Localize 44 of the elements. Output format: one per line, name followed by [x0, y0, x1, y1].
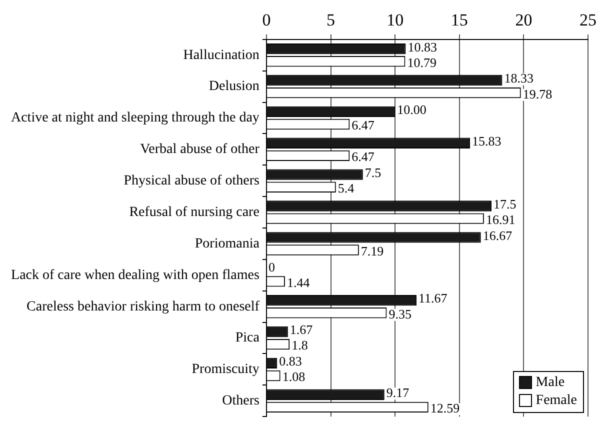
data-label: 1.8 [292, 338, 308, 353]
data-label: 1.67 [290, 322, 314, 338]
x-tick-label: 0 [262, 10, 271, 30]
data-label: 9.35 [388, 306, 412, 322]
y-tick-label: Verbal abuse of other [140, 142, 260, 158]
data-label: 1.44 [286, 274, 310, 290]
data-label: 7.19 [360, 243, 384, 258]
y-tick-label: Promiscuity [192, 362, 260, 378]
data-label: 10.00 [397, 102, 426, 118]
data-label: 19.78 [522, 86, 552, 102]
data-label: 9.17 [386, 385, 410, 400]
y-tick-label: Active at night and sleeping through the day [10, 110, 260, 126]
data-label: 10.79 [407, 54, 436, 70]
x-tick-label: 10 [386, 10, 404, 30]
data-label: 18.33 [504, 70, 534, 86]
data-label: 6.47 [352, 118, 375, 133]
data-label: 16.91 [486, 212, 516, 227]
y-tick-label: Careless behavior risking harm to oneself [26, 299, 260, 314]
text: Female [536, 392, 577, 410]
y-tick-label: Others [222, 394, 260, 409]
legend-label: Male [536, 374, 565, 392]
y-tick-label: Physical abuse of others [124, 174, 260, 189]
y-tick-label: Delusion [208, 79, 260, 94]
y-tick-label: Poriomania [194, 236, 260, 252]
y-tick-label: Pica [235, 330, 260, 346]
data-label: 11.67 [418, 290, 448, 306]
data-label: 12.59 [430, 400, 460, 416]
data-label: 16.67 [482, 228, 513, 243]
y-tick-label: Lack of care when dealing with open flames [11, 268, 260, 283]
data-label: 6.47 [352, 149, 375, 164]
x-tick-label: 15 [450, 10, 468, 30]
data-label: 10.83 [408, 39, 437, 54]
x-tick-label: 20 [515, 10, 532, 30]
data-label: 7.5 [364, 164, 382, 180]
y-tick-label: Refusal of nursing care [129, 204, 260, 220]
data-label: 0.83 [279, 354, 302, 369]
data-label: 1.08 [282, 369, 306, 384]
x-tick-label: 5 [326, 10, 335, 30]
data-label: 0 [268, 259, 275, 274]
data-label: 5.4 [338, 180, 355, 196]
x-tick-label: 25 [580, 10, 596, 30]
data-label: 17.5 [494, 196, 516, 212]
y-tick-label: Hallucination [183, 48, 260, 63]
data-label: 15.83 [472, 134, 502, 149]
